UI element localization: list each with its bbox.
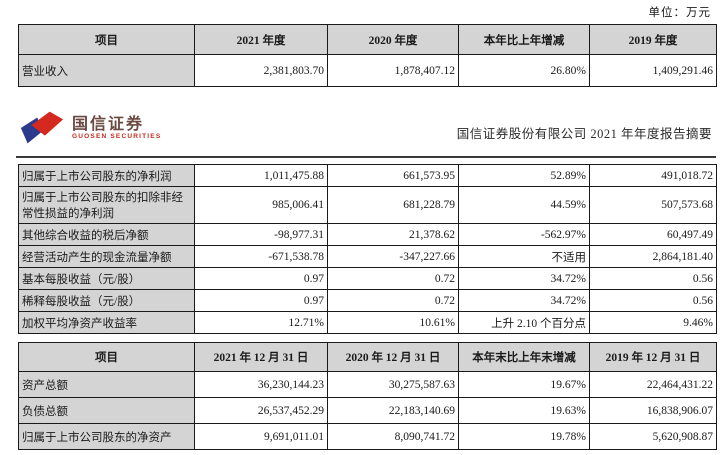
unit-label: 单位：万元 (648, 7, 711, 19)
header-2020-eoy: 2020 年 12 月 31 日 (327, 342, 459, 372)
header-item: 项目 (18, 342, 195, 372)
table-row: 基本每股收益（元/股） 0.97 0.72 34.72% 0.56 (18, 267, 717, 290)
logo-red-shape (31, 111, 64, 136)
table-row: 归属于上市公司股东的净利润 1,011,475.88 661,573.95 52… (18, 164, 717, 187)
cell-value: 1,409,291.46 (589, 54, 717, 87)
cell-value: 上升 2.10 个百分点 (458, 311, 590, 334)
cell-value: 0.72 (327, 289, 459, 312)
revenue-table: 项目 2021 年度 2020 年度 本年比上年增减 2019 年度 营业收入 … (18, 24, 717, 87)
cell-value: -562.97% (458, 223, 590, 246)
cell-value: 不适用 (458, 245, 590, 268)
cell-value: 0.56 (589, 267, 717, 290)
cell-value: 0.97 (194, 289, 328, 312)
table-row: 归属于上市公司股东的扣除非经常性损益的净利润 985,006.41 681,22… (18, 186, 717, 224)
cell-value: 19.78% (458, 423, 590, 450)
cell-value: -98,977.31 (194, 223, 328, 246)
table-header-row: 项目 2021 年度 2020 年度 本年比上年增减 2019 年度 (18, 24, 717, 55)
cell-value: 60,497.49 (589, 223, 717, 246)
row-label: 其他综合收益的税后净额 (18, 223, 195, 246)
row-label: 归属于上市公司股东的扣除非经常性损益的净利润 (18, 186, 195, 224)
cell-value: 8,090,741.72 (327, 423, 459, 450)
header-2019: 2019 年度 (589, 24, 717, 55)
cell-value: 26.80% (458, 54, 590, 87)
row-label: 经营活动产生的现金流量净额 (18, 245, 195, 268)
report-title: 国信证券股份有限公司 2021 年年度报告摘要 (456, 127, 712, 141)
row-label: 归属于上市公司股东的净利润 (18, 164, 195, 187)
cell-value: 0.72 (327, 267, 459, 290)
cell-value: 30,275,587.63 (327, 371, 459, 398)
header-2019-eoy: 2019 年 12 月 31 日 (589, 342, 717, 372)
cell-value: 12.71% (194, 311, 328, 334)
table-header-row: 项目 2021 年 12 月 31 日 2020 年 12 月 31 日 本年末… (18, 342, 717, 372)
table-row: 加权平均净资产收益率 12.71% 10.61% 上升 2.10 个百分点 9.… (18, 311, 717, 334)
cell-value: 985,006.41 (194, 186, 328, 224)
logo-text-block: 国信证券 GUOSEN SECURITIES (72, 116, 161, 141)
balance-sheet-table: 项目 2021 年 12 月 31 日 2020 年 12 月 31 日 本年末… (18, 342, 717, 450)
cell-value: 34.72% (458, 267, 590, 290)
header-divider (16, 156, 716, 158)
row-label: 基本每股收益（元/股） (18, 267, 195, 290)
cell-value: 507,573.68 (589, 186, 717, 224)
cell-value: 9,691,011.01 (194, 423, 328, 450)
cell-value: 1,011,475.88 (194, 164, 328, 187)
row-label: 稀释每股收益（元/股） (18, 289, 195, 312)
header-yoy-change: 本年比上年增减 (458, 24, 590, 55)
cell-value: 44.59% (458, 186, 590, 224)
table-row: 经营活动产生的现金流量净额 -671,538.78 -347,227.66 不适… (18, 245, 717, 268)
cell-value: 681,228.79 (327, 186, 459, 224)
header-item: 项目 (18, 24, 195, 55)
logo-en-text: GUOSEN SECURITIES (72, 133, 162, 141)
header-2021: 2021 年度 (194, 24, 328, 55)
cell-value: 16,838,906.07 (589, 397, 717, 424)
cell-value: 52.89% (458, 164, 590, 187)
table-row: 归属于上市公司股东的净资产 9,691,011.01 8,090,741.72 … (18, 423, 717, 450)
brand-header: 国信证券 GUOSEN SECURITIES 国信证券股份有限公司 2021 年… (18, 110, 712, 146)
cell-value: 5,620,908.87 (589, 423, 717, 450)
income-metrics-table: 归属于上市公司股东的净利润 1,011,475.88 661,573.95 52… (18, 164, 717, 334)
cell-value: 10.61% (327, 311, 459, 334)
cell-value: -671,538.78 (194, 245, 328, 268)
header-2020: 2020 年度 (327, 24, 459, 55)
row-label: 营业收入 (18, 54, 195, 87)
cell-value: 19.63% (458, 397, 590, 424)
row-label: 归属于上市公司股东的净资产 (18, 423, 195, 450)
guosen-logo-icon (20, 111, 64, 144)
cell-value: 491,018.72 (589, 164, 717, 187)
cell-value: 26,537,452.29 (194, 397, 328, 424)
cell-value: 22,464,431.22 (589, 371, 717, 398)
row-label: 负债总额 (18, 397, 195, 424)
cell-value: 0.97 (194, 267, 328, 290)
table-row: 稀释每股收益（元/股） 0.97 0.72 34.72% 0.56 (18, 289, 717, 312)
cell-value: 661,573.95 (327, 164, 459, 187)
header-eoy-change: 本年末比上年末增减 (458, 342, 590, 372)
cell-value: 2,381,803.70 (194, 54, 328, 87)
cell-value: 21,378.62 (327, 223, 459, 246)
cell-value: -347,227.66 (327, 245, 459, 268)
cell-value: 19.67% (458, 371, 590, 398)
company-logo: 国信证券 GUOSEN SECURITIES (18, 110, 161, 146)
table-row: 资产总额 36,230,144.23 30,275,587.63 19.67% … (18, 371, 717, 398)
row-label: 加权平均净资产收益率 (18, 311, 195, 334)
cell-value: 1,878,407.12 (327, 54, 459, 87)
table-row: 其他综合收益的税后净额 -98,977.31 21,378.62 -562.97… (18, 223, 717, 246)
header-2021-eoy: 2021 年 12 月 31 日 (194, 342, 328, 372)
cell-value: 9.46% (589, 311, 717, 334)
table-row: 营业收入 2,381,803.70 1,878,407.12 26.80% 1,… (18, 54, 717, 87)
cell-value: 34.72% (458, 289, 590, 312)
table-row: 负债总额 26,537,452.29 22,183,140.69 19.63% … (18, 397, 717, 424)
cell-value: 2,864,181.40 (589, 245, 717, 268)
logo-cn-text: 国信证券 (72, 115, 145, 133)
row-label: 资产总额 (18, 371, 195, 398)
cell-value: 22,183,140.69 (327, 397, 459, 424)
cell-value: 36,230,144.23 (194, 371, 328, 398)
cell-value: 0.56 (589, 289, 717, 312)
